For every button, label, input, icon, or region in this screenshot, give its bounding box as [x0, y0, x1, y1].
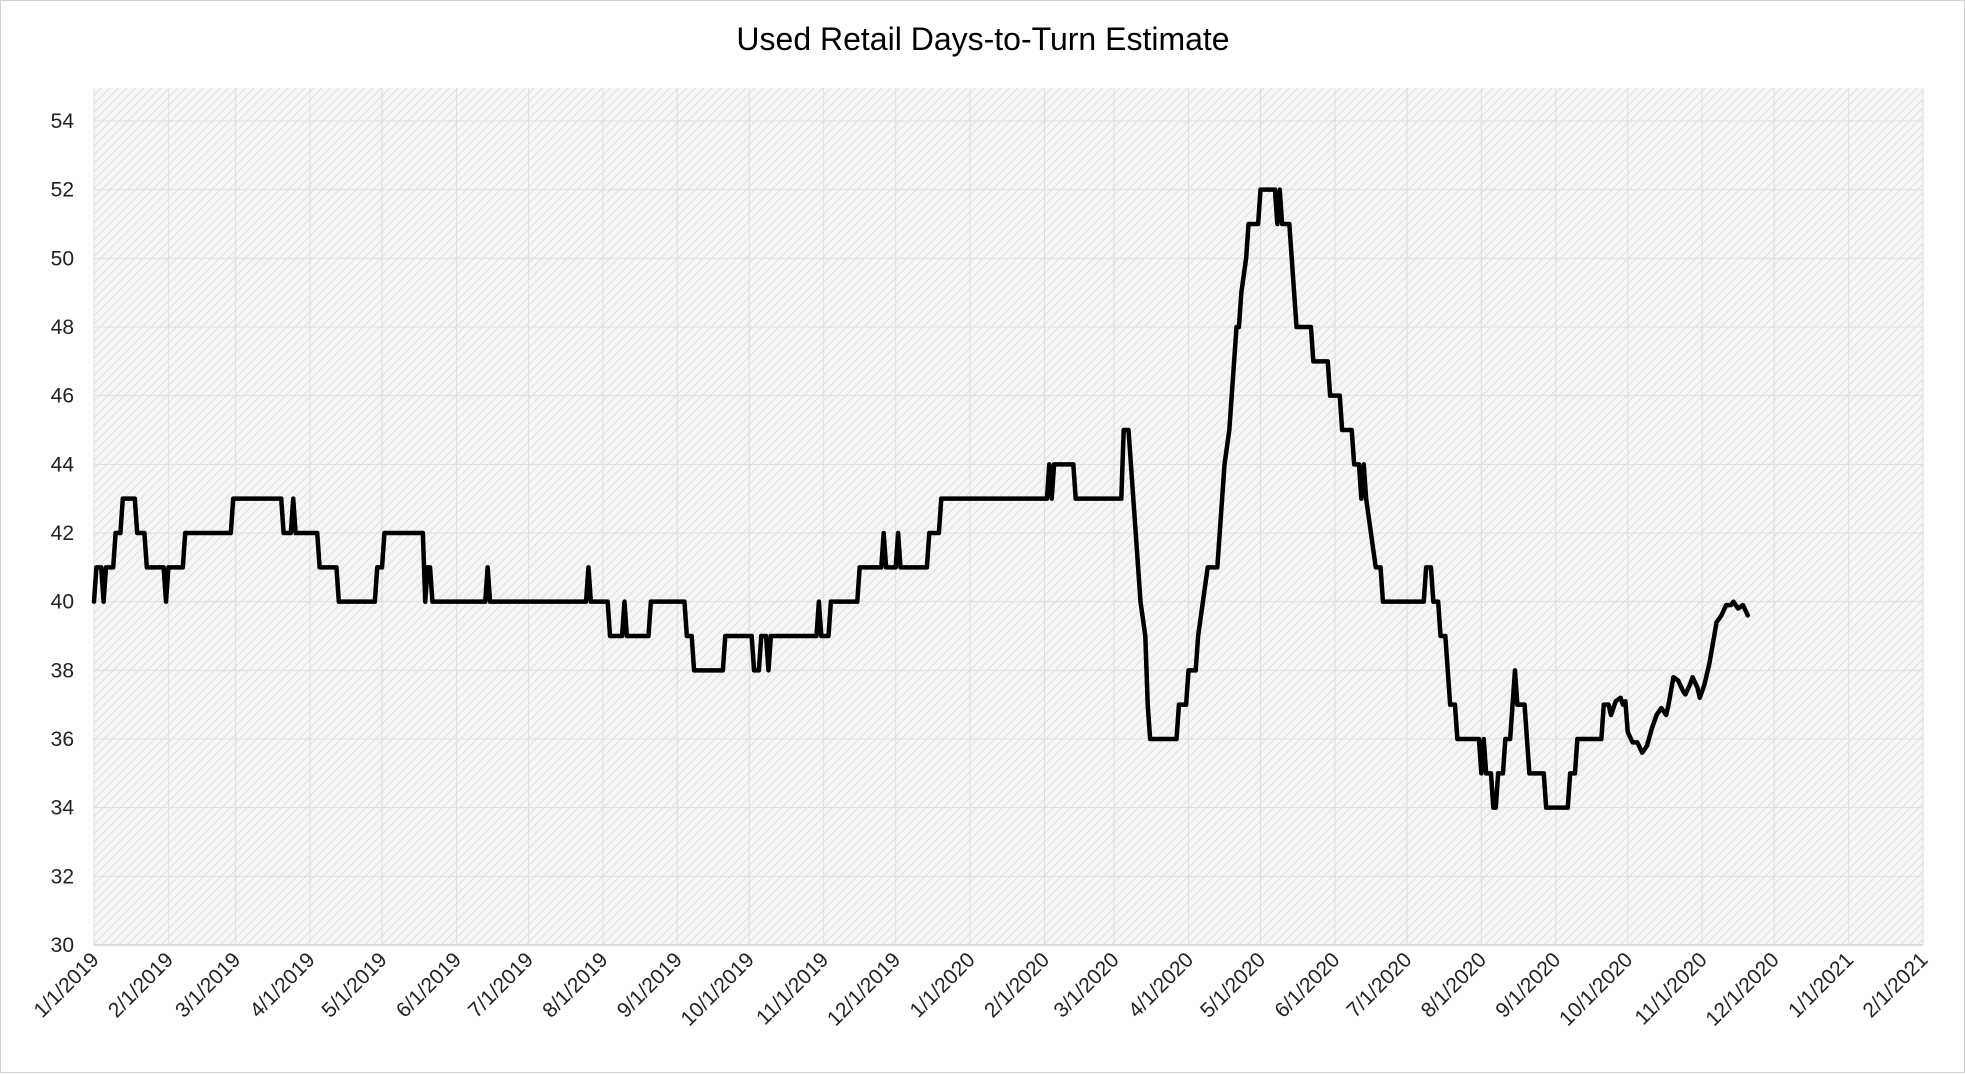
x-tick-label: 5/1/2020	[1196, 948, 1270, 1022]
x-tick-label: 5/1/2019	[317, 948, 391, 1022]
x-tick-label: 11/1/2020	[1630, 948, 1711, 1029]
y-tick-label: 40	[51, 591, 74, 614]
y-tick-label: 46	[51, 385, 74, 408]
x-tick-label: 9/1/2019	[613, 948, 687, 1022]
x-tick-label: 3/1/2019	[171, 948, 245, 1022]
x-tick-label: 11/1/2019	[752, 948, 833, 1029]
x-tick-label: 3/1/2020	[1050, 948, 1124, 1022]
x-tick-label: 1/1/2020	[906, 948, 980, 1022]
y-tick-label: 50	[51, 247, 74, 270]
x-tick-label: 2/1/2021	[1858, 948, 1932, 1022]
x-tick-label: 12/1/2019	[823, 948, 905, 1030]
x-tick-label: 4/1/2020	[1124, 948, 1198, 1022]
y-tick-label: 52	[51, 179, 74, 202]
x-tick-label: 8/1/2019	[538, 948, 612, 1022]
y-tick-label: 54	[51, 110, 75, 133]
y-tick-label: 34	[51, 797, 75, 820]
x-tick-label: 10/1/2020	[1555, 948, 1637, 1030]
x-tick-label: 10/1/2019	[676, 948, 758, 1030]
x-tick-label: 7/1/2020	[1342, 948, 1416, 1022]
x-tick-label: 2/1/2020	[980, 948, 1054, 1022]
x-tick-label: 6/1/2020	[1270, 948, 1344, 1022]
x-tick-label: 6/1/2019	[392, 948, 466, 1022]
x-tick-label: 1/1/2021	[1784, 948, 1858, 1022]
y-tick-label: 30	[51, 934, 74, 957]
x-tick-label: 9/1/2020	[1491, 948, 1565, 1022]
x-gridlines	[93, 88, 1924, 945]
y-tick-label: 42	[51, 522, 74, 545]
plot-area	[94, 88, 1923, 945]
chart-title: Used Retail Days-to-Turn Estimate	[736, 21, 1229, 57]
x-tick-label: 4/1/2019	[245, 948, 319, 1022]
y-tick-label: 32	[51, 865, 74, 888]
y-tick-label: 44	[51, 453, 75, 476]
x-tick-label: 7/1/2019	[464, 948, 538, 1022]
x-tick-label: 1/1/2019	[29, 948, 103, 1022]
x-tick-label: 2/1/2019	[104, 948, 178, 1022]
y-tick-label: 48	[51, 316, 74, 339]
x-tick-label: 8/1/2020	[1417, 948, 1491, 1022]
series-line	[91, 187, 1751, 810]
y-tick-label: 36	[51, 728, 74, 751]
x-tick-label: 12/1/2020	[1701, 948, 1783, 1030]
y-axis-ticks: 30 32 34 36 38 40 42 44 46 48 50 52 54	[51, 110, 75, 957]
y-tick-label: 38	[51, 659, 74, 682]
